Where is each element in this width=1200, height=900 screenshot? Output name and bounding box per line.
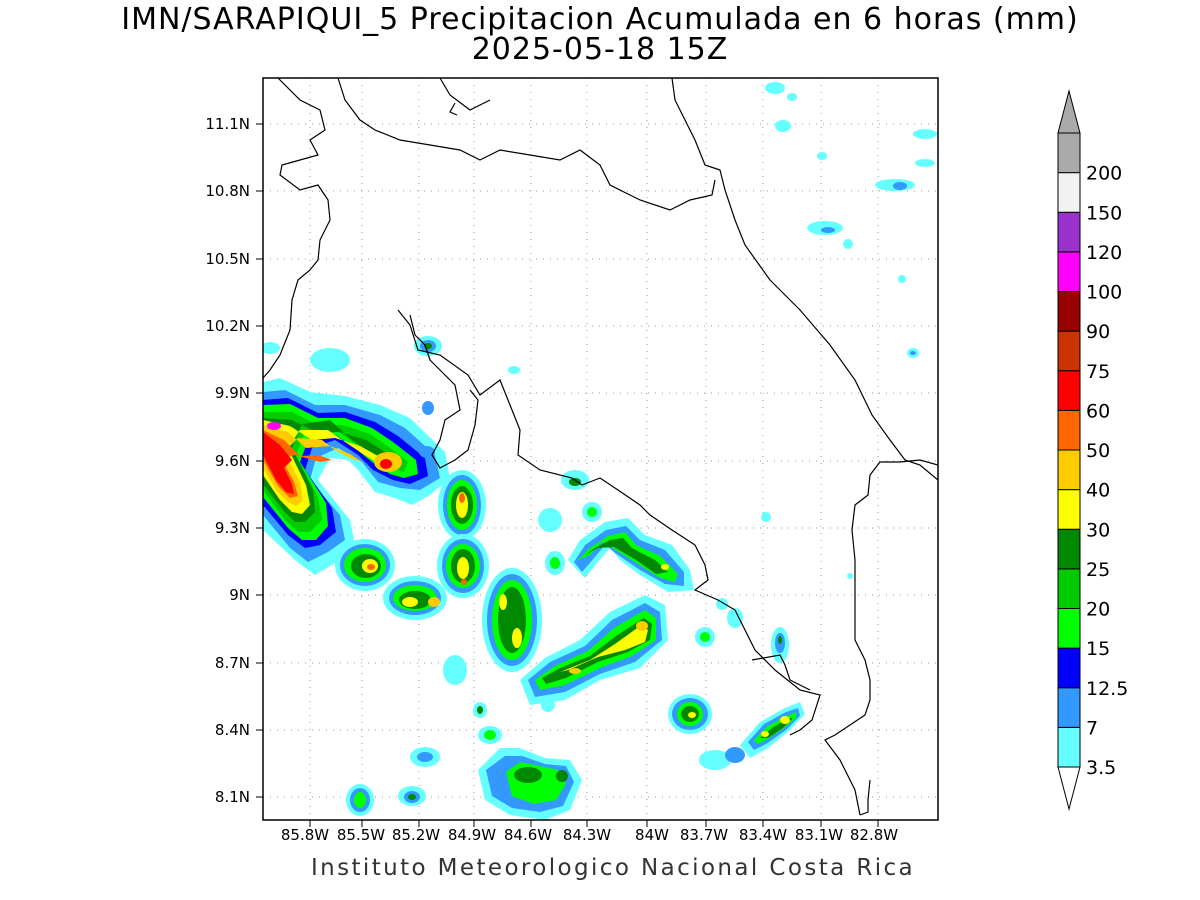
lon-label: 83.4W (739, 826, 787, 844)
lon-label: 84W (635, 826, 669, 844)
credit-footer: Instituto Meteorologico Nacional Costa R… (310, 855, 916, 881)
legend-swatch (1057, 647, 1081, 689)
lat-label: 9N (229, 586, 250, 604)
lat-label: 8.7N (215, 654, 250, 672)
legend-swatch (1057, 449, 1081, 491)
lat-label: 9.6N (215, 452, 250, 470)
legend-label: 60 (1086, 400, 1110, 422)
legend-swatch (1057, 726, 1081, 768)
color-legend: 3.5 7 12.5 15 20 25 30 40 50 60 75 90 100 120 150 200 (1057, 89, 1128, 811)
lat-label: 8.4N (215, 721, 250, 739)
map-title: IMN/SARAPIQUI_5 Precipitacion Acumulada … (121, 2, 1079, 37)
legend-swatch (1057, 409, 1081, 451)
legend-swatch (1057, 211, 1081, 253)
legend-label: 100 (1086, 282, 1122, 304)
lat-label: 8.1N (215, 788, 250, 806)
lon-ticks (309, 820, 879, 827)
lon-label: 85.8W (281, 826, 329, 844)
legend-label: 12.5 (1086, 678, 1128, 700)
lon-labels: 85.8W 85.5W 85.2W 84.9W 84.6W 84.3W 84W … (281, 826, 898, 844)
legend-underflow-triangle (1057, 766, 1081, 811)
legend-label: 3.5 (1086, 757, 1116, 779)
lat-label: 10.8N (205, 182, 250, 200)
legend-swatch (1057, 489, 1081, 530)
lat-ticks (256, 123, 263, 798)
legend-label: 120 (1086, 242, 1122, 264)
legend-label: 30 (1086, 519, 1110, 541)
legend-swatch (1057, 172, 1081, 213)
lat-label: 9.9N (215, 384, 250, 402)
legend-swatch (1057, 370, 1081, 411)
lon-label: 84.6W (504, 826, 552, 844)
legend-label: 25 (1086, 559, 1110, 581)
legend-label: 200 (1086, 163, 1122, 185)
legend-label: 150 (1086, 202, 1122, 224)
lon-label: 85.2W (392, 826, 440, 844)
legend-swatch (1057, 291, 1081, 332)
legend-label: 50 (1086, 440, 1110, 462)
lon-label: 83.1W (795, 826, 843, 844)
legend-overflow-triangle (1057, 89, 1081, 134)
lon-label: 84.3W (563, 826, 611, 844)
legend-label: 20 (1086, 599, 1110, 621)
lat-label: 9.3N (215, 519, 250, 537)
legend-label: 75 (1086, 361, 1110, 383)
lat-labels: 11.1N 10.8N 10.5N 10.2N 9.9N 9.6N 9.3N 9… (205, 115, 250, 806)
legend-label: 7 (1086, 717, 1098, 739)
lat-label: 10.5N (205, 250, 250, 268)
legend-swatch (1057, 132, 1081, 174)
lat-label: 11.1N (205, 115, 250, 133)
map-frame (262, 77, 939, 821)
precipitation-field (263, 82, 937, 820)
legend-swatch (1057, 528, 1081, 570)
legend-swatch (1057, 251, 1081, 292)
legend-label: 15 (1086, 638, 1110, 660)
coastline (263, 78, 938, 816)
legend-label: 90 (1086, 321, 1110, 343)
lon-label: 83.7W (680, 826, 728, 844)
legend-swatch (1057, 608, 1081, 649)
legend-label: 40 (1086, 480, 1110, 502)
lat-label: 10.2N (205, 317, 250, 335)
lon-label: 82.8W (850, 826, 898, 844)
map-subtitle: 2025-05-18 15Z (471, 32, 729, 67)
legend-swatch (1057, 687, 1081, 728)
lon-label: 84.9W (448, 826, 496, 844)
legend-swatch (1057, 330, 1081, 372)
legend-swatch (1057, 568, 1081, 609)
lon-label: 85.5W (337, 826, 385, 844)
